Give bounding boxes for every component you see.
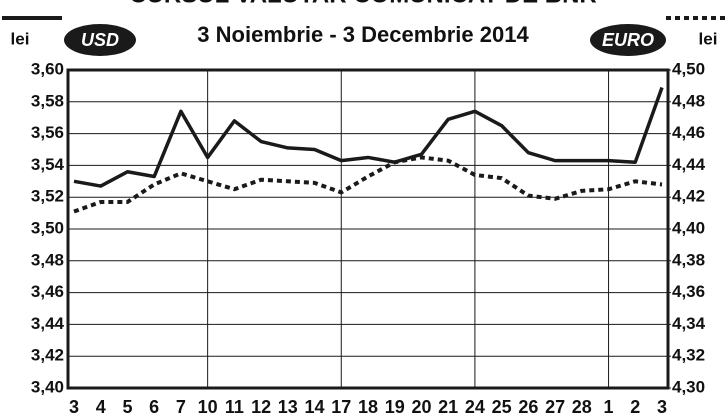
y-tick-label: 3,50 [31, 218, 64, 237]
y2-tick-label: 4,42 [672, 187, 705, 206]
x-tick-label: 7 [176, 397, 186, 417]
y-tick-label: 3,44 [31, 314, 65, 333]
x-tick-label: 4 [96, 397, 106, 417]
x-tick-label: 17 [331, 397, 351, 417]
x-tick-label: 21 [438, 397, 458, 417]
x-tick-label: 25 [492, 397, 512, 417]
x-tick-label: 3 [657, 397, 667, 417]
y-tick-label: 3,42 [31, 346, 64, 365]
x-tick-label: 24 [465, 397, 485, 417]
y2-tick-label: 4,50 [672, 59, 705, 78]
x-tick-label: 3 [69, 397, 79, 417]
series-line [73, 86, 664, 188]
series-line [73, 155, 663, 214]
y2-tick-label: 4,46 [672, 123, 705, 142]
y-tick-label: 3,40 [31, 377, 64, 396]
x-tick-label: 10 [198, 397, 218, 417]
x-tick-label: 27 [545, 397, 565, 417]
chart-subtitle: 3 Noiembrie - 3 Decembrie 2014 [197, 22, 529, 47]
x-tick-label: 6 [149, 397, 159, 417]
y-tick-label: 3,54 [31, 155, 65, 174]
x-tick-label: 28 [572, 397, 592, 417]
x-tick-label: 2 [630, 397, 640, 417]
x-tick-label: 18 [358, 397, 378, 417]
x-tick-label: 14 [305, 397, 325, 417]
y2-tick-label: 4,40 [672, 218, 705, 237]
x-tick-label: 19 [385, 397, 405, 417]
y-tick-label: 3,56 [31, 123, 64, 142]
y2-tick-label: 4,36 [672, 282, 705, 301]
y-tick-label: 3,52 [31, 187, 64, 206]
x-tick-label: 11 [225, 397, 244, 417]
y2-tick-label: 4,38 [672, 250, 705, 269]
y2-tick-label: 4,44 [672, 155, 706, 174]
y-tick-label: 3,60 [31, 59, 64, 78]
x-tick-label: 12 [251, 397, 271, 417]
y2-tick-label: 4,48 [672, 91, 705, 110]
x-tick-label: 1 [604, 397, 614, 417]
y2-tick-label: 4,32 [672, 346, 705, 365]
plot-frame [66, 68, 670, 390]
legend-label: EURO [602, 30, 654, 50]
x-tick-label: 20 [411, 397, 431, 417]
x-tick-label: 13 [278, 397, 298, 417]
y2-axis-label: lei [699, 29, 718, 48]
y-tick-label: 3,58 [31, 91, 64, 110]
legend-badge-usd [64, 24, 136, 56]
x-tick-label: 26 [518, 397, 538, 417]
chart-title: CURSUL VALUTAR COMUNICAT DE BNR [129, 0, 597, 8]
y2-tick-label: 4,34 [672, 314, 706, 333]
x-tick-label: 5 [122, 397, 132, 417]
y-tick-label: 3,46 [31, 282, 64, 301]
y-tick-label: 3,48 [31, 250, 64, 269]
legend-badge-euro [590, 24, 666, 56]
y2-tick-label: 4,30 [672, 377, 705, 396]
legend-label: USD [81, 30, 119, 50]
y-axis-label: lei [11, 29, 30, 48]
